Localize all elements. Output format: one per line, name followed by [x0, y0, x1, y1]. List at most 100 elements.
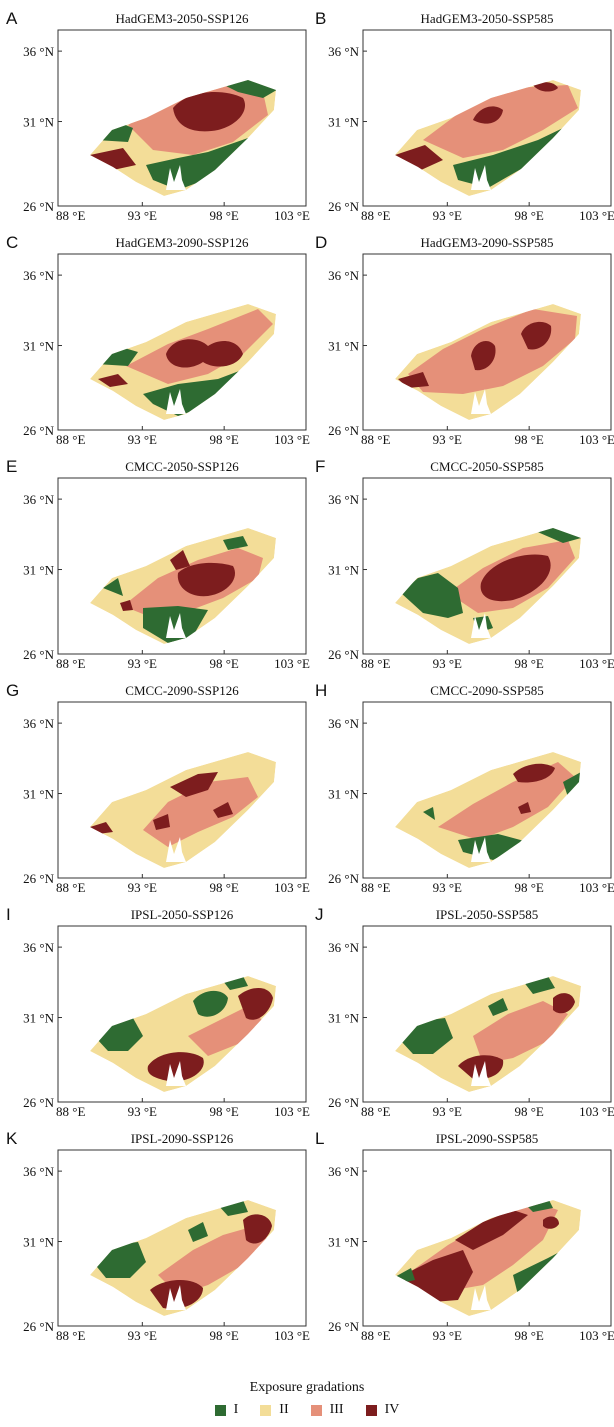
lon-tick-label: 103 °E: [274, 208, 310, 223]
river-gap: [471, 1061, 491, 1086]
lon-tick-label: 88 °E: [361, 880, 390, 895]
legend-item: I: [214, 1402, 239, 1418]
exposure-zone: [166, 339, 243, 368]
lon-tick-label: 93 °E: [433, 432, 462, 447]
river-gap: [471, 389, 491, 414]
legend-label: III: [329, 1402, 344, 1417]
exposure-region: [90, 528, 276, 644]
lon-tick-label: 88 °E: [56, 1104, 85, 1119]
map-panel: B HadGEM3-2050-SSP585 88 °E 93 °E 98 °E 103 °…: [315, 9, 614, 223]
panel-letter: L: [315, 1129, 324, 1148]
panel-letter: I: [6, 905, 11, 924]
lon-tick-label: 103 °E: [579, 1328, 614, 1343]
panel-title: IPSL-2050-SSP585: [436, 907, 539, 922]
panel-letter: F: [315, 457, 325, 476]
lon-tick-label: 88 °E: [56, 656, 85, 671]
lat-tick-label: 31 °N: [328, 339, 359, 354]
river-gap: [166, 165, 186, 190]
lon-tick-label: 98 °E: [514, 656, 543, 671]
river-gap: [166, 1061, 186, 1086]
exposure-zone: [188, 1006, 263, 1056]
panel-letter: J: [315, 905, 324, 924]
exposure-zone: [533, 82, 558, 92]
panel-title: HadGEM3-2090-SSP585: [421, 235, 554, 250]
exposure-zone: [98, 374, 128, 387]
panel-title: HadGEM3-2050-SSP585: [421, 11, 554, 26]
lon-tick-label: 88 °E: [56, 1328, 85, 1343]
exposure-zone: [120, 600, 133, 611]
exposure-zone: [146, 138, 258, 190]
exposure-region: [90, 752, 276, 868]
exposure-zone: [423, 85, 578, 158]
lon-tick-label: 98 °E: [209, 208, 238, 223]
lat-tick-label: 31 °N: [328, 115, 359, 130]
lon-tick-label: 103 °E: [579, 880, 614, 895]
lat-tick-label: 31 °N: [23, 1011, 54, 1026]
lon-tick-label: 98 °E: [514, 208, 543, 223]
exposure-zone: [147, 1052, 204, 1082]
lon-tick-label: 93 °E: [128, 1104, 157, 1119]
lat-tick-label: 36 °N: [328, 716, 359, 731]
panel-title: CMCC-2090-SSP126: [125, 683, 239, 698]
exposure-zone: [158, 1225, 268, 1295]
lat-tick-label: 26 °N: [23, 199, 54, 214]
lat-tick-label: 26 °N: [23, 1095, 54, 1110]
legend-item: II: [260, 1402, 289, 1418]
panel-title: IPSL-2050-SSP126: [131, 907, 234, 922]
map-panel: A HadGEM3-2050-SSP126 88 °E 93 °E 98 °E 103 °…: [6, 9, 310, 223]
exposure-region: [395, 304, 581, 420]
map-panel: H CMCC-2090-SSP585 88 °E 93 °E 98 °E 103 °E 36…: [315, 681, 614, 895]
lon-tick-label: 93 °E: [433, 656, 462, 671]
lon-tick-label: 103 °E: [274, 1328, 310, 1343]
exposure-zone: [173, 92, 246, 132]
exposure-zone: [238, 987, 273, 1020]
map-panel: J IPSL-2050-SSP585 88 °E 93 °E 98 °E 103 °E 36…: [315, 905, 614, 1119]
map-panel: C HadGEM3-2090-SSP126 88 °E 93 °E 98 °E 103 °…: [6, 233, 310, 447]
lon-tick-label: 88 °E: [56, 208, 85, 223]
lon-tick-label: 98 °E: [514, 1328, 543, 1343]
lon-tick-label: 98 °E: [209, 656, 238, 671]
map-panel: E CMCC-2050-SSP126 88 °E 93 °E 98 °E 103 °E 36…: [6, 457, 310, 671]
lon-tick-label: 93 °E: [128, 432, 157, 447]
lat-tick-label: 31 °N: [23, 787, 54, 802]
lon-tick-label: 98 °E: [514, 432, 543, 447]
panel-letter: H: [315, 681, 327, 700]
exposure-zone: [471, 341, 496, 371]
river-gap: [166, 837, 186, 862]
exposure-region: [395, 80, 581, 196]
exposure-zone: [553, 993, 575, 1014]
legend-title: Exposure gradations: [249, 1380, 365, 1395]
lon-tick-label: 93 °E: [433, 1328, 462, 1343]
exposure-zone: [473, 1001, 568, 1064]
lat-tick-label: 26 °N: [328, 871, 359, 886]
exposure-zone: [543, 1216, 559, 1229]
exposure-zone: [243, 1214, 272, 1244]
exposure-zone: [143, 606, 208, 643]
exposure-zone: [153, 814, 170, 830]
lat-tick-label: 26 °N: [328, 1095, 359, 1110]
legend-swatch: [310, 1404, 322, 1416]
lat-tick-label: 26 °N: [23, 1319, 54, 1334]
exposure-zone: [401, 573, 463, 618]
lon-tick-label: 98 °E: [209, 432, 238, 447]
lon-tick-label: 88 °E: [56, 880, 85, 895]
panel-letter: K: [6, 1129, 18, 1148]
lon-tick-label: 93 °E: [128, 208, 157, 223]
legend-item: III: [310, 1402, 344, 1418]
panel-title: CMCC-2050-SSP126: [125, 459, 239, 474]
river-gap: [166, 389, 186, 414]
river-gap: [471, 837, 491, 862]
exposure-zone: [170, 772, 218, 797]
lat-tick-label: 36 °N: [23, 716, 54, 731]
river-gap: [166, 613, 186, 638]
map-panel: D HadGEM3-2090-SSP585 88 °E 93 °E 98 °E 103 °…: [315, 233, 614, 447]
legend-item: IV: [365, 1402, 399, 1418]
lat-tick-label: 31 °N: [23, 563, 54, 578]
river-gap: [471, 165, 491, 190]
legend-label: I: [233, 1402, 239, 1417]
map-panel: I IPSL-2050-SSP126 88 °E 93 °E 98 °E 103 °E 36…: [6, 905, 310, 1119]
lat-tick-label: 36 °N: [23, 268, 54, 283]
lon-tick-label: 88 °E: [361, 432, 390, 447]
exposure-zone: [188, 1222, 208, 1242]
